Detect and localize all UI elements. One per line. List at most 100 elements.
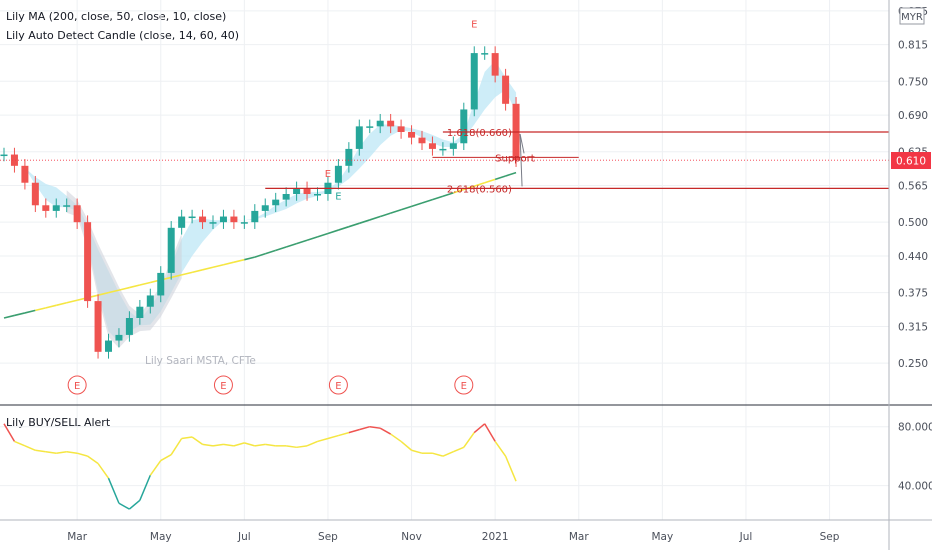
alert-line-segment: [76, 452, 88, 457]
long-ma-segment: [171, 274, 182, 279]
candle-body: [408, 132, 416, 138]
fib-label-2618: 2.618(0.560): [447, 184, 512, 195]
candle-indicator-label[interactable]: Lily Auto Detect Candle (close, 14, 60, …: [6, 29, 240, 42]
x-tick-label: Mar: [67, 531, 87, 543]
long-ma-segment: [338, 225, 350, 231]
alert-line-segment: [327, 434, 339, 440]
earnings-icon: [328, 375, 348, 395]
candle-body: [366, 126, 374, 128]
long-ma-segment: [327, 229, 339, 235]
alert-line-segment: [223, 443, 235, 447]
long-ma-segment: [108, 289, 120, 294]
candle-body: [261, 205, 269, 211]
candle-body: [188, 216, 196, 219]
x-tick-label: Jul: [739, 531, 753, 543]
candle-body: [439, 148, 447, 151]
last-price-badge: [891, 152, 931, 169]
alert-line-segment: [24, 445, 36, 451]
alert-line-segment: [35, 449, 46, 453]
long-ma-segment: [275, 246, 287, 252]
earnings-icon: [67, 375, 87, 395]
y-tick-label: 0.500: [898, 217, 928, 229]
alert-line-segment: [494, 440, 507, 457]
long-ma-segment: [369, 215, 381, 221]
candle-body: [115, 334, 123, 341]
alert-line-segment: [442, 451, 454, 457]
long-ma-segment: [317, 232, 329, 238]
long-ma-segment: [348, 222, 360, 228]
x-tick-label: Sep: [820, 531, 840, 543]
candle-body: [303, 188, 311, 194]
alert-line-segment: [453, 446, 465, 453]
osc-tick-label: 40.000: [898, 481, 932, 493]
long-ma-segment: [474, 181, 485, 187]
alert-line-segment: [202, 443, 214, 447]
long-ma-segment: [191, 269, 203, 274]
x-tick-label: Sep: [318, 531, 338, 543]
long-ma-segment: [14, 312, 26, 317]
alert-line-segment: [254, 443, 266, 447]
alert-line-segment: [338, 431, 350, 437]
long-ma-segment: [411, 202, 423, 208]
candle-body: [42, 205, 50, 211]
long-ma-segment: [432, 195, 444, 201]
support-label: Support: [495, 153, 535, 164]
alert-line-segment: [369, 425, 381, 429]
y-tick-label: 0.315: [898, 321, 928, 333]
alert-line-segment: [463, 432, 475, 448]
earnings-label: E: [335, 381, 341, 392]
long-ma-segment: [45, 304, 57, 309]
candle-body: [397, 126, 405, 132]
candle-body: [230, 216, 238, 223]
long-ma-segment: [3, 314, 15, 319]
long-ma-segment: [244, 256, 255, 261]
long-ma-segment: [24, 309, 36, 314]
candle-body: [146, 295, 154, 307]
alert-line-segment: [107, 477, 120, 504]
candle-body: [136, 306, 144, 318]
x-tick-label: May: [651, 531, 673, 543]
alert-line-segment: [45, 450, 57, 454]
long-ma-segment: [97, 291, 109, 296]
candle-body: [0, 154, 8, 157]
ma-indicator-label[interactable]: Lily MA (200, close, 50, close, 10, clos…: [6, 10, 227, 23]
candle-body: [21, 165, 29, 183]
candle-body: [314, 194, 321, 196]
long-ma-segment: [442, 192, 454, 198]
candle-body: [105, 340, 112, 352]
alert-line-segment: [317, 437, 329, 443]
alert-line-segment: [473, 423, 486, 434]
alert-line-segment: [14, 440, 26, 447]
x-tick-label: Nov: [401, 531, 422, 543]
candle-body: [470, 53, 478, 110]
candle-body: [460, 109, 468, 144]
alert-line-segment: [3, 423, 16, 442]
y-tick-label: 0.375: [898, 288, 928, 300]
candle-body: [481, 53, 489, 55]
candle-body: [209, 222, 217, 224]
alert-line-segment: [66, 450, 78, 454]
long-ma-segment: [212, 263, 224, 269]
candle-body: [73, 205, 81, 223]
long-ma-segment: [379, 212, 391, 218]
long-ma-segment: [129, 284, 141, 289]
candle-body: [282, 194, 290, 200]
long-ma-segment: [202, 266, 214, 271]
y-tick-label: 0.815: [898, 40, 928, 52]
currency-badge[interactable]: [899, 7, 925, 25]
earnings-label: E: [74, 381, 80, 392]
alert-line-segment: [432, 452, 444, 457]
long-ma-segment: [139, 281, 151, 286]
long-ma-segment: [400, 205, 412, 211]
y-tick-label: 0.750: [898, 76, 928, 88]
long-ma-segment: [56, 302, 67, 307]
long-ma-segment: [118, 286, 130, 291]
candle-body: [157, 272, 165, 296]
fib-label-1618: 1.618(0.660): [447, 128, 512, 139]
alert-indicator-label[interactable]: Lily BUY/SELL Alert: [6, 416, 111, 429]
watermark-text: Lily Saari MSTA, CFTe: [145, 355, 256, 367]
alert-line-segment: [87, 455, 99, 465]
alert-line-segment: [484, 423, 496, 442]
long-ma-segment: [484, 178, 496, 184]
